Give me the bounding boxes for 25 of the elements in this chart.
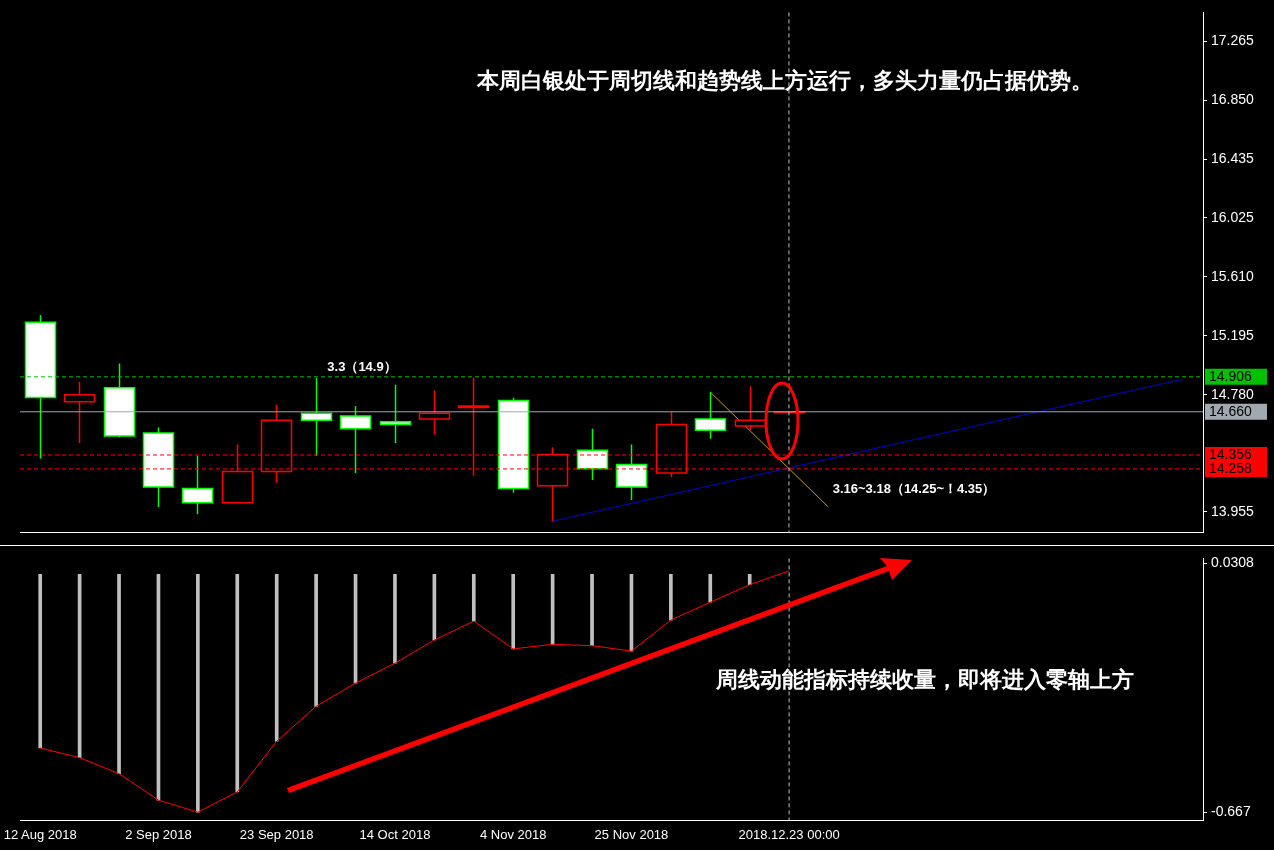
y-tick-label: 15.610 bbox=[1211, 267, 1255, 284]
x-tick-label: 2018.12.23 00:00 bbox=[738, 826, 840, 842]
y-tick-label: 16.850 bbox=[1211, 91, 1255, 108]
y-tick-label: 17.265 bbox=[1211, 32, 1255, 49]
annotation: 3.3（14.9） bbox=[327, 358, 397, 374]
y-tick-label: 13.955 bbox=[1211, 502, 1255, 519]
annotation: 3.16~3.18（14.25~！4.35） bbox=[832, 480, 996, 496]
text: 本周白银处于周切线和趋势线上方运行，多头力量仍占据优势。 bbox=[476, 66, 1093, 93]
x-tick-label: 14 Oct 2018 bbox=[359, 826, 431, 842]
y-tick-label: 16.025 bbox=[1211, 208, 1255, 225]
ref-line-label: 14.906 bbox=[1209, 367, 1253, 384]
x-tick-label: 25 Nov 2018 bbox=[594, 826, 669, 842]
y-tick-label: 15.195 bbox=[1211, 326, 1255, 343]
y-tick-label: 14.780 bbox=[1211, 385, 1255, 402]
annotation: 周线动能指标持续收量，即将进入零轴上方 bbox=[715, 665, 1134, 692]
ref-line-label: 14.258 bbox=[1209, 459, 1253, 476]
y-tick-label: 0.0308 bbox=[1211, 554, 1255, 571]
y-tick-label: -0.667 bbox=[1211, 803, 1251, 820]
y-tick-label: 16.435 bbox=[1211, 150, 1255, 167]
x-tick-label: 12 Aug 2018 bbox=[3, 826, 77, 842]
x-tick-label: 23 Sep 2018 bbox=[239, 826, 314, 842]
ref-line-label: 14.356 bbox=[1209, 445, 1253, 462]
x-tick-label: 4 Nov 2018 bbox=[479, 826, 547, 842]
x-tick-label: 2 Sep 2018 bbox=[125, 826, 192, 842]
ref-line-label: 14.660 bbox=[1209, 402, 1253, 419]
